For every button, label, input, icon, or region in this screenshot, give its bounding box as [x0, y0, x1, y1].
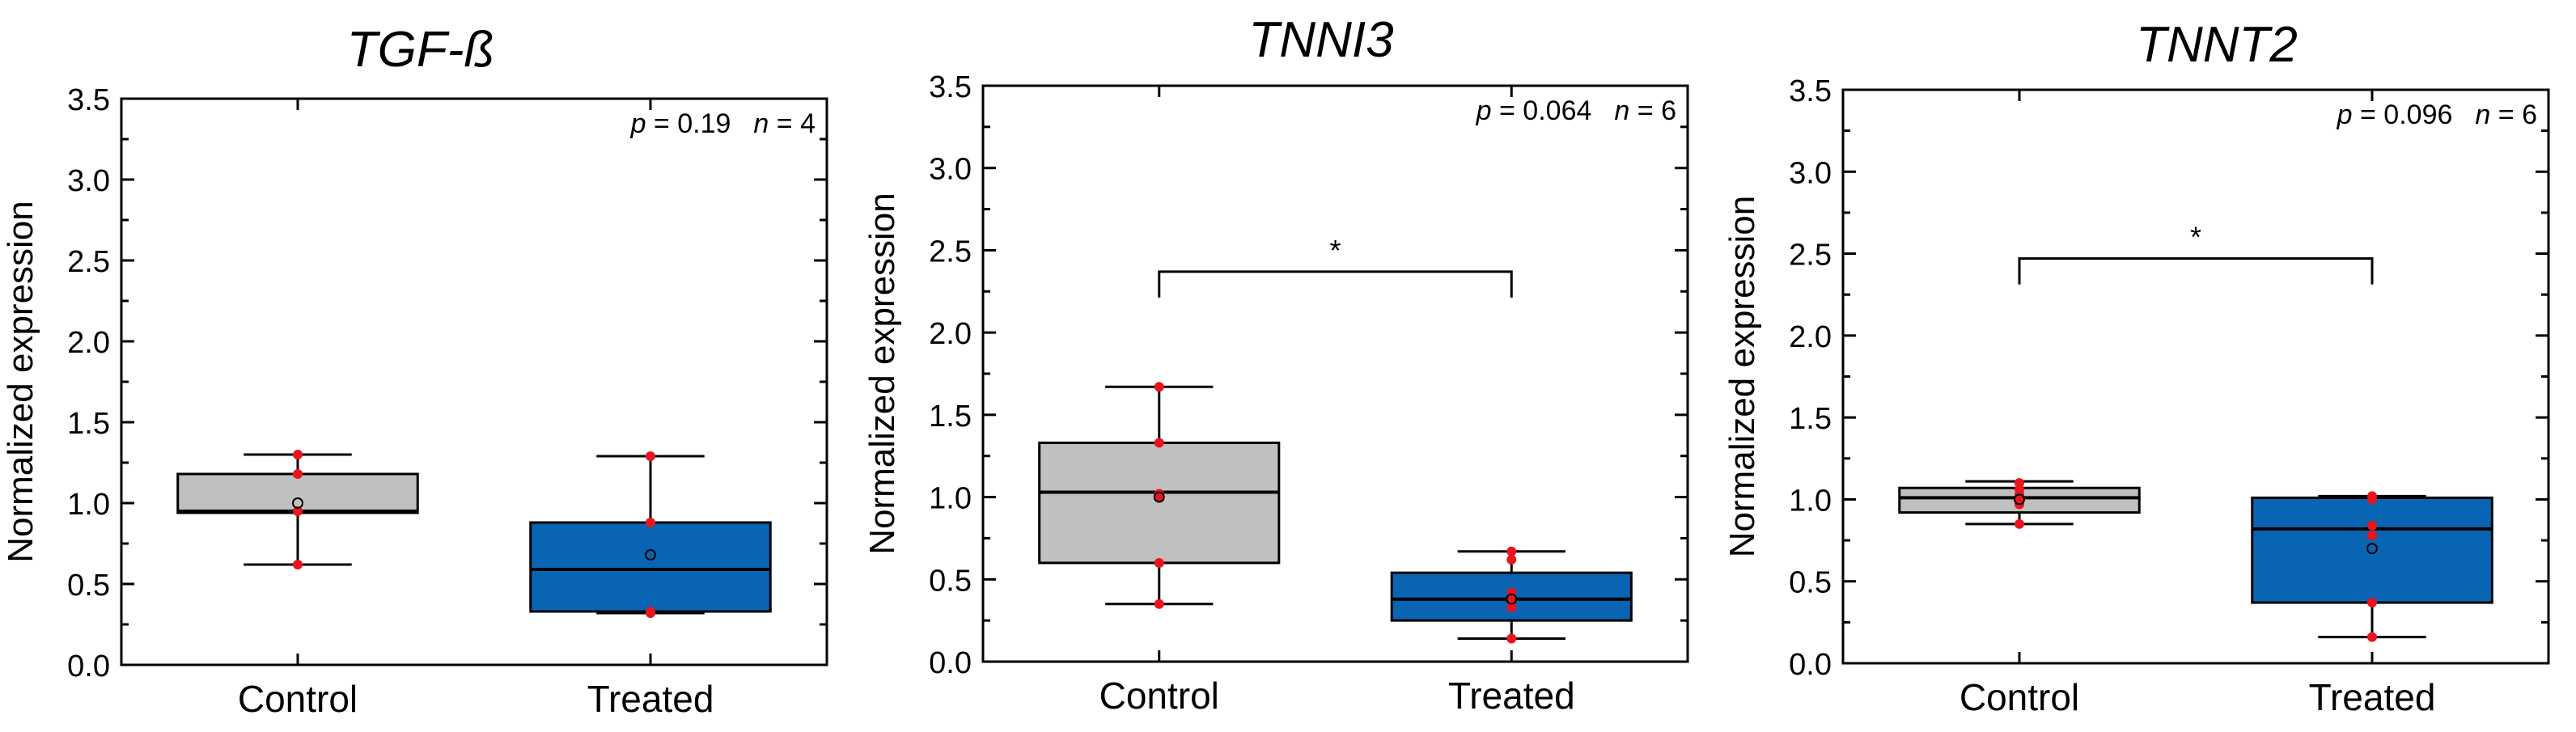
y-tick-label: 2.5 [1789, 239, 1832, 273]
data-point [1506, 633, 1517, 644]
plot-frame [981, 84, 1689, 663]
y-tick-label: 0.0 [929, 646, 972, 680]
significance-bracket [1158, 270, 1513, 298]
data-point [646, 518, 655, 527]
x-tick-label: Control [1099, 675, 1219, 717]
y-tick-label: 1.0 [67, 488, 110, 522]
mean-marker [2014, 493, 2025, 506]
y-tick-label: 2.5 [929, 235, 972, 269]
y-tick-label: 2.0 [929, 317, 972, 351]
annotation-n-value: = 6 [1629, 95, 1676, 126]
annotation-p-value: = 0.064 [1492, 95, 1592, 126]
x-tick-label: Control [238, 678, 358, 720]
annotation-n-value: = 4 [769, 108, 816, 139]
data-point [2367, 530, 2377, 540]
y-tick-label: 1.5 [1789, 402, 1832, 436]
annotation-p-label: p [1476, 95, 1492, 126]
y-tick-label: 0.5 [1789, 566, 1832, 600]
y-tick-label: 3.5 [67, 83, 110, 117]
x-tick-label: Treated [587, 678, 714, 720]
data-point [1154, 489, 1164, 499]
data-point [2367, 491, 2377, 501]
box-control [1038, 441, 1281, 565]
y-tick-label: 3.0 [1789, 156, 1832, 190]
y-axis-label: Normalized expression [862, 193, 902, 555]
y-tick-label: 3.0 [67, 164, 110, 198]
annotation-n-label: n [753, 108, 769, 139]
stats-annotation: p = 0.096 n = 6 [2337, 99, 2537, 130]
x-tick-label: Control [1960, 676, 2079, 718]
data-point [293, 560, 303, 569]
data-point [2015, 478, 2024, 489]
data-point [1506, 546, 1517, 556]
y-tick-label: 1.0 [1789, 484, 1832, 518]
data-point [2367, 598, 2377, 608]
data-point [2367, 520, 2377, 531]
panel-tnnt2: TNNT2 Normalized expression 0.0 0.5 1.0 1.5 2.… [1722, 17, 2550, 718]
mean-marker [292, 497, 303, 509]
data-point [1154, 599, 1164, 609]
y-axis-label: Normalized expression [1, 201, 40, 563]
annotation-n-label: n [2475, 99, 2490, 130]
annotation-n-value: = 6 [2490, 99, 2537, 130]
y-tick-label: 0.0 [1789, 648, 1832, 682]
significance-bracket [2018, 257, 2374, 285]
mean-marker [1506, 593, 1518, 605]
chart-title: TNNT2 [2136, 17, 2298, 73]
annotation-p-label: p [630, 108, 646, 139]
data-point [1154, 382, 1164, 392]
box-treated [2251, 496, 2493, 604]
significance-star: * [2190, 221, 2201, 254]
stats-annotation: p = 0.19 n = 4 [630, 108, 816, 139]
y-tick-label: 3.5 [1789, 74, 1832, 108]
data-point [2367, 632, 2377, 642]
data-point [293, 506, 303, 516]
plot-frame [120, 97, 828, 666]
chart-title: TNNI3 [1248, 12, 1393, 68]
stats-annotation: p = 0.064 n = 6 [1476, 95, 1676, 126]
data-point [2015, 518, 2024, 529]
data-point [1154, 557, 1164, 568]
significance-star: * [1329, 234, 1341, 267]
y-tick-label: 2.0 [1789, 320, 1832, 354]
plot-frame [1841, 88, 2550, 665]
annotation-p-value: = 0.19 [646, 108, 731, 139]
annotation-n-label: n [1614, 95, 1629, 126]
y-tick-label: 1.5 [67, 407, 110, 441]
x-tick-label: Treated [2309, 676, 2436, 718]
y-tick-label: 1.0 [929, 482, 972, 516]
panel-tgf-beta: TGF-ß Normalized expression 0.0 0.5 1.0 1.5 2.… [1, 22, 828, 720]
y-tick-label: 2.5 [67, 245, 110, 279]
mean-marker [645, 549, 656, 561]
data-point [293, 450, 303, 459]
y-tick-label: 3.0 [929, 153, 972, 187]
chart-title: TGF-ß [347, 22, 495, 78]
annotation-p-value: = 0.096 [2353, 99, 2453, 130]
data-point [1506, 554, 1517, 565]
y-tick-label: 3.5 [929, 70, 972, 104]
y-tick-label: 0.0 [67, 649, 110, 683]
y-axis-label: Normalized expression [1722, 196, 1762, 558]
mean-marker [2366, 543, 2378, 555]
x-tick-label: Treated [1448, 675, 1575, 717]
data-point [646, 451, 655, 461]
data-point [293, 469, 303, 479]
mean-marker [1153, 491, 1165, 503]
box-treated [529, 521, 772, 613]
y-tick-label: 1.5 [929, 400, 972, 434]
data-point [1154, 438, 1164, 448]
data-point [646, 607, 655, 616]
panel-tnni3: TNNI3 Normalized expression 0.0 0.5 1.0 1.5 2.… [862, 12, 1689, 717]
y-tick-label: 2.0 [67, 326, 110, 360]
y-tick-label: 0.5 [67, 569, 110, 603]
annotation-p-label: p [2337, 99, 2353, 130]
y-tick-label: 0.5 [929, 564, 972, 598]
